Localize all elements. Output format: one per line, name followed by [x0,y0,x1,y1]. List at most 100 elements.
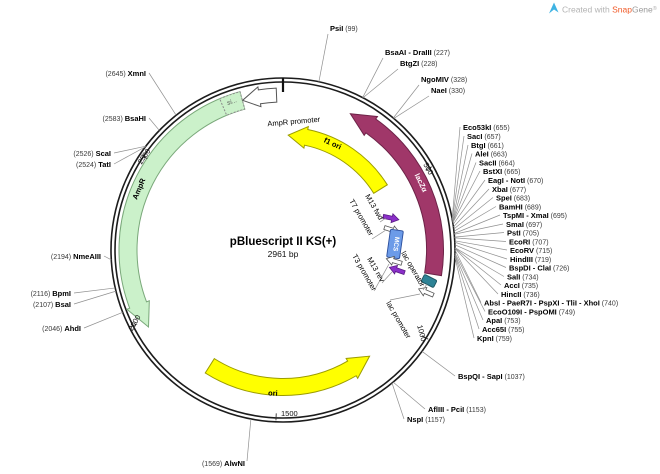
feature-lac-operator-box[interactable] [421,274,437,288]
site-label-tspmi-xmai[interactable]: TspMI - XmaI (695) [503,211,567,220]
site-enzyme-name: SacII [479,159,497,168]
site-enzyme-name: AlwNI [224,459,245,468]
site-label-ecori[interactable]: EcoRI (707) [509,238,549,247]
feature-m13-rev-arrow-icon[interactable] [388,263,406,277]
site-position: (227) [432,50,450,57]
site-enzyme-name: BsaI [55,300,71,309]
site-label-ecoo109i-pspomi[interactable]: EcoO109I - PspOMI (749) [488,308,575,317]
callout-line-absi-paer7i-pspxi-tlii-xhoi [454,249,482,303]
feature-label-mcs[interactable]: MCS [391,236,400,252]
site-label-psii[interactable]: PsiI (99) [330,24,358,33]
feature-ampr[interactable] [118,91,246,329]
site-enzyme-name: NspI [407,415,423,424]
site-label-alei[interactable]: AleI (663) [475,150,507,159]
site-position: (1037) [503,374,525,381]
site-label-bstxi[interactable]: BstXI (665) [483,167,520,176]
site-label-ngomiv[interactable]: NgoMIV (328) [421,75,467,84]
feature-lacz[interactable] [349,113,444,277]
site-label-naei[interactable]: NaeI (330) [431,86,465,95]
site-enzyme-name: TspMI - XmaI [503,211,549,220]
site-label-kpni[interactable]: KpnI (759) [477,334,512,343]
site-label-eco53ki[interactable]: Eco53kI (655) [463,123,510,132]
site-enzyme-name: NaeI [431,86,447,95]
feature-ampr-promoter[interactable] [241,85,278,108]
site-label-bsahi[interactable]: (2583) BsaHI [103,114,146,123]
site-label-nmeaiii[interactable]: (2194) NmeAIII [51,252,101,261]
callout-line-smai [454,223,504,235]
tick-label-1500: 1500 [281,409,298,418]
site-label-btgzi[interactable]: BtgZI (228) [400,59,437,68]
site-position: (2194) [51,254,73,261]
site-label-acci[interactable]: AccI (735) [504,281,538,290]
site-enzyme-name: SpeI [496,194,512,203]
callout-line-hindiii [454,241,508,260]
site-label-tati[interactable]: (2524) TatI [76,160,111,169]
site-label-spei[interactable]: SpeI (683) [496,194,530,203]
site-position: (657) [482,134,500,141]
site-position: (705) [521,231,539,238]
callout-line-m13-rev [381,271,393,284]
site-label-bspqi-sapi[interactable]: BspQI - SapI (1037) [458,372,525,381]
site-label-psti[interactable]: PstI (705) [507,229,539,238]
site-label-afliii-pcii[interactable]: AflIII - PciI (1153) [428,405,486,414]
site-label-smai[interactable]: SmaI (697) [506,220,542,229]
site-enzyme-name: PstI [507,229,521,238]
site-label-sali[interactable]: SalI (734) [507,273,539,282]
feature-t3-promoter-arrow-icon[interactable] [385,254,403,267]
site-label-acc65i[interactable]: Acc65I (755) [482,325,524,334]
site-enzyme-name: XmnI [128,69,146,78]
site-label-nspi[interactable]: NspI (1157) [407,415,445,424]
site-label-saci[interactable]: SacI (657) [467,132,501,141]
site-enzyme-name: BsaHI [125,114,146,123]
callout-line-alei [452,153,473,223]
site-label-btgi[interactable]: BtgI (661) [471,141,504,150]
site-label-bspdi-clai[interactable]: BspDI - ClaI (726) [509,264,569,273]
site-label-hindiii[interactable]: HindIII (719) [510,255,551,264]
callout-line-eco53ki [451,126,461,220]
site-label-ecorv[interactable]: EcoRV (715) [510,246,552,255]
tick-mark-1000 [422,335,429,340]
callout-line-alwni [246,418,252,462]
site-label-xmni[interactable]: (2645) XmnI [105,69,146,78]
site-position: (2526) [73,151,95,158]
site-enzyme-name: KpnI [477,334,494,343]
tick-mark-2000 [130,323,138,328]
feature-label-ori[interactable]: ori [268,388,278,397]
site-position: (2107) [33,302,55,309]
site-enzyme-name: SalI [507,273,520,282]
site-label-sacii[interactable]: SacII (664) [479,159,515,168]
feature-label-si[interactable]: si... [226,97,238,107]
callout-line-saci [451,135,465,220]
callout-line-kpni [454,256,475,339]
site-label-absi-paer7i-pspxi-tlii-xhoi[interactable]: AbsI - PaeR7I - PspXI - TliI - XhoI (740… [484,299,618,308]
feature-lac-promoter-arrow-icon[interactable] [417,285,435,300]
callout-line-psti [454,232,505,238]
site-label-apai[interactable]: ApaI (753) [486,316,521,325]
site-label-bpmi[interactable]: (2116) BpmI [31,289,71,298]
site-label-xbai[interactable]: XbaI (677) [492,185,526,194]
callout-line-acc65i [454,255,480,330]
site-label-scai[interactable]: (2526) ScaI [73,149,111,158]
site-label-bsai[interactable]: (2107) BsaI [33,300,71,309]
site-position: (759) [494,336,512,343]
feature-si[interactable] [219,91,246,116]
site-label-alwni[interactable]: (1569) AlwNI [202,459,245,468]
callout-line-ecorv [454,240,508,251]
feature-m13-fwd-arrow-icon[interactable] [382,212,400,224]
site-position: (328) [449,77,467,84]
site-label-ahdi[interactable]: (2046) AhdI [42,324,81,333]
plasmid-title: pBluescript II KS(+) 2961 bp [230,236,337,259]
feature-ori[interactable] [204,355,371,396]
site-label-bsaai-draiii[interactable]: BsaAI - DraIII (227) [385,48,450,57]
feature-f1-ori[interactable] [287,125,388,194]
site-label-bamhi[interactable]: BamHI (689) [499,203,541,212]
site-position: (735) [520,283,538,290]
callout-line-lac-operator [422,283,428,291]
site-position: (228) [419,61,437,68]
callout-line-bspqi-sapi [421,351,456,377]
site-label-hincii[interactable]: HincII (736) [501,290,540,299]
site-label-eagi-noti[interactable]: EagI - NotI (670) [488,176,543,185]
